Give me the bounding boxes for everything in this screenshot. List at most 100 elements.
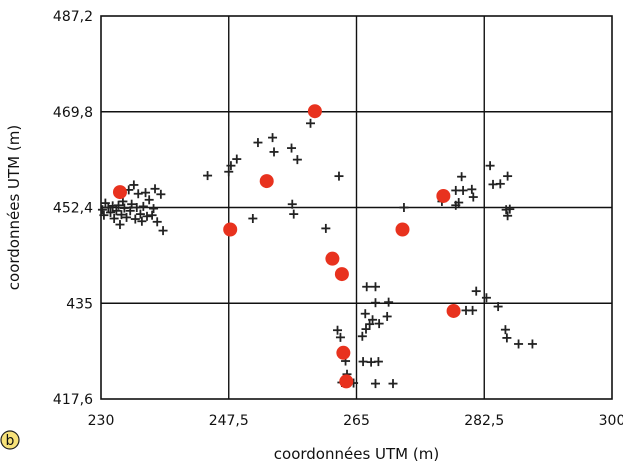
red-dot-marker xyxy=(446,303,461,318)
plot-frame xyxy=(100,15,613,400)
cross-marker xyxy=(468,192,478,202)
cross-marker xyxy=(485,161,495,171)
cross-marker xyxy=(111,206,121,216)
cross-marker xyxy=(384,297,394,307)
cross-marker xyxy=(358,357,368,367)
cross-marker xyxy=(125,206,135,216)
cross-marker xyxy=(144,195,154,205)
cross-marker xyxy=(156,189,166,199)
red-dot-marker xyxy=(259,174,274,189)
y-tick-label: 487,2 xyxy=(53,9,93,25)
x-axis-title: coordonnées UTM (m) xyxy=(274,445,439,463)
cross-marker xyxy=(137,216,147,226)
cross-marker xyxy=(334,171,344,181)
x-axis-ticks: 230 247,5 265 282,5 300 xyxy=(88,413,623,429)
cross-marker xyxy=(503,211,513,221)
cross-marker xyxy=(503,171,513,181)
cross-marker xyxy=(471,286,481,296)
cross-marker xyxy=(287,199,297,209)
cross-marker xyxy=(141,188,151,198)
x-tick-label: 300 xyxy=(599,413,623,429)
cross-marker xyxy=(373,357,383,367)
cross-marker xyxy=(152,217,162,227)
red-dot-marker xyxy=(339,374,354,389)
cross-marker xyxy=(149,204,159,214)
red-dot-marker xyxy=(336,345,351,360)
x-tick-label: 247,5 xyxy=(209,413,249,429)
panel-label-text: b xyxy=(6,433,15,449)
cross-marker xyxy=(130,214,140,224)
cross-marker xyxy=(132,203,142,212)
red-dot-marker xyxy=(436,188,451,203)
cross-marker xyxy=(158,226,168,236)
cross-marker xyxy=(370,282,380,292)
red-dot-marker xyxy=(223,222,238,237)
cross-marker xyxy=(500,325,510,335)
cross-marker xyxy=(360,309,370,319)
cross-marker xyxy=(268,133,278,143)
cross-marker xyxy=(333,325,343,335)
y-tick-label: 469,8 xyxy=(53,105,93,121)
cross-marker xyxy=(115,220,125,230)
cross-marker xyxy=(493,302,503,312)
cross-marker xyxy=(357,331,367,341)
cross-marker xyxy=(287,143,297,153)
x-tick-label: 265 xyxy=(343,413,370,429)
cross-marker xyxy=(99,210,109,220)
cross-marker xyxy=(289,209,299,219)
cross-marker xyxy=(138,201,148,211)
cross-marker xyxy=(105,207,115,217)
cross-marker xyxy=(399,203,409,212)
cross-marker xyxy=(129,180,139,190)
cross-marker xyxy=(127,199,137,209)
y-axis-title: coordonnées UTM (m) xyxy=(5,125,23,290)
cross-marker xyxy=(224,167,234,177)
cross-marker xyxy=(388,379,398,389)
cross-marker xyxy=(292,155,302,165)
cross-marker xyxy=(481,293,491,303)
cross-marker xyxy=(468,305,478,315)
cross-marker xyxy=(232,154,242,164)
cross-marker xyxy=(527,339,537,349)
y-tick-label: 435 xyxy=(66,296,93,312)
cross-marker xyxy=(203,171,213,181)
cross-marker xyxy=(248,214,258,224)
cross-marker xyxy=(368,315,378,325)
cross-marker xyxy=(335,332,345,342)
cross-marker xyxy=(502,333,512,343)
cross-marker xyxy=(362,282,372,292)
cross-marker xyxy=(467,184,477,194)
x-tick-label: 230 xyxy=(88,413,115,429)
cross-marker xyxy=(370,379,380,389)
grid-lines xyxy=(101,16,612,399)
cross-marker xyxy=(150,184,160,194)
cross-marker xyxy=(142,211,152,221)
cross-marker xyxy=(122,212,132,222)
cross-marker xyxy=(147,210,157,220)
cross-marker xyxy=(370,298,380,308)
cross-marker xyxy=(116,210,126,220)
cross-marker xyxy=(119,203,129,213)
cross-marker xyxy=(514,339,524,349)
y-axis-ticks: 417,6 435 452,4 469,8 487,2 xyxy=(53,9,93,408)
red-dot-marker xyxy=(395,222,410,237)
cross-marker xyxy=(505,204,515,214)
y-tick-label: 452,4 xyxy=(53,201,93,217)
cross-marker xyxy=(374,319,384,329)
cross-marker xyxy=(495,179,505,189)
cross-marker xyxy=(454,198,464,208)
y-tick-label: 417,6 xyxy=(53,392,93,408)
cross-marker xyxy=(109,214,119,224)
cross-marker xyxy=(321,223,331,233)
red-dot-marker xyxy=(112,185,127,200)
cross-marker xyxy=(97,205,107,215)
cross-marker xyxy=(361,324,371,334)
cross-marker xyxy=(133,189,143,199)
data-points xyxy=(97,104,537,389)
cross-marker xyxy=(103,203,113,212)
cross-marker xyxy=(253,138,263,148)
cross-marker xyxy=(382,311,392,321)
cross-marker xyxy=(226,161,236,171)
red-dot-marker xyxy=(307,104,322,119)
